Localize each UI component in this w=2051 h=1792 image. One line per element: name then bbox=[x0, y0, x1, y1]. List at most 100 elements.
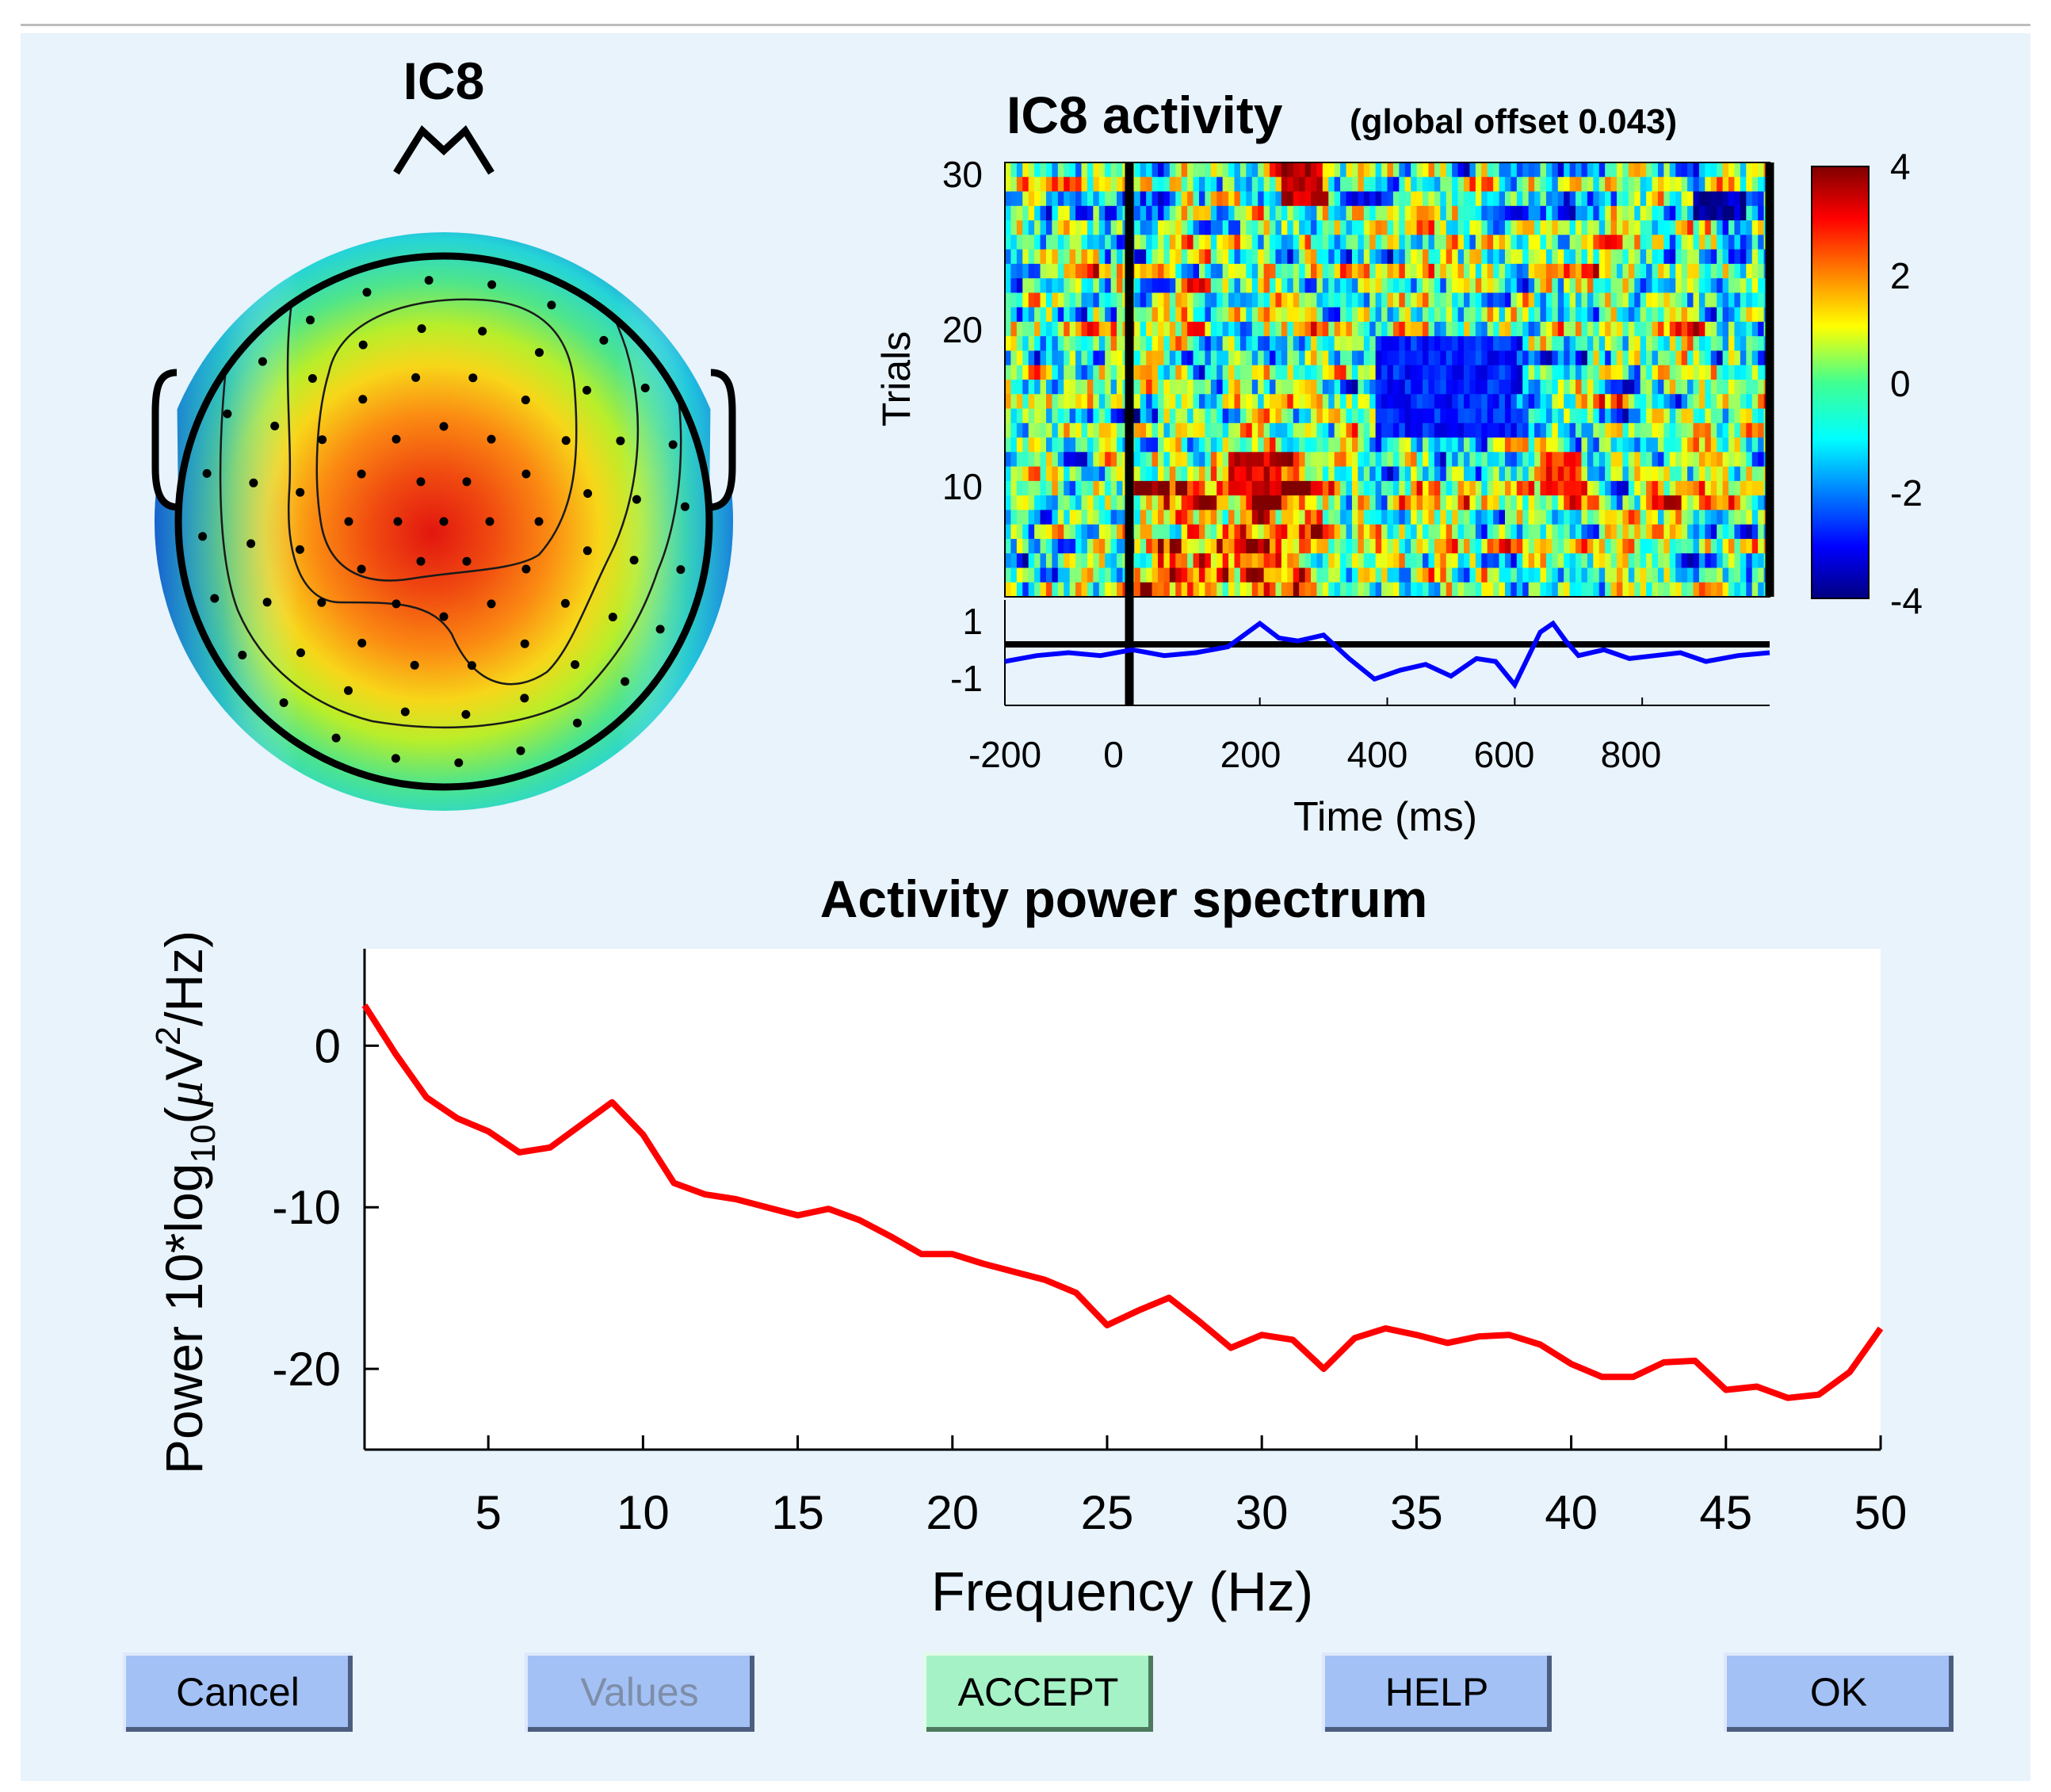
heatmap-cell bbox=[1351, 205, 1358, 221]
heatmap-cell bbox=[1322, 553, 1329, 569]
heatmap-cell bbox=[1016, 235, 1023, 250]
electrode-dot bbox=[393, 517, 403, 526]
heatmap-cell bbox=[1028, 249, 1035, 265]
heatmap-cell bbox=[1205, 278, 1212, 293]
heatmap-cell bbox=[1163, 422, 1171, 438]
heatmap-cell bbox=[1740, 480, 1747, 496]
heatmap-cell bbox=[1328, 263, 1335, 279]
heatmap-cell bbox=[1392, 249, 1400, 265]
heatmap-cell bbox=[1228, 437, 1236, 453]
heatmap-cell bbox=[1381, 249, 1388, 265]
heatmap-cell bbox=[1434, 278, 1441, 293]
heatmap-cell bbox=[1540, 422, 1547, 438]
heatmap-cell bbox=[1169, 191, 1176, 207]
heatmap-cell bbox=[1040, 567, 1047, 583]
heatmap-cell bbox=[1634, 408, 1641, 424]
heatmap-cell bbox=[1758, 350, 1765, 366]
heatmap-cell bbox=[1087, 205, 1094, 221]
heatmap-cell bbox=[1087, 177, 1094, 193]
heatmap-cell bbox=[1640, 394, 1647, 410]
heatmap-cell bbox=[1404, 278, 1411, 293]
help-button[interactable]: HELP bbox=[1322, 1653, 1552, 1732]
heatmap-cell bbox=[1717, 480, 1724, 496]
heatmap-cell bbox=[1540, 235, 1547, 250]
heatmap-cell bbox=[1163, 321, 1171, 337]
heatmap-cell bbox=[1293, 582, 1300, 598]
heatmap-cell bbox=[1117, 307, 1124, 323]
heatmap-cell bbox=[1210, 220, 1217, 235]
heatmap-cell bbox=[1746, 336, 1753, 352]
heatmap-cell bbox=[1511, 235, 1518, 250]
heatmap-cell bbox=[1657, 553, 1664, 569]
heatmap-cell bbox=[1504, 452, 1511, 468]
heatmap-cell bbox=[1222, 235, 1229, 250]
heatmap-cell bbox=[1581, 380, 1588, 395]
heatmap-cell bbox=[1734, 510, 1741, 525]
heatmap-cell bbox=[1399, 567, 1406, 583]
heatmap-cell bbox=[1334, 365, 1341, 380]
heatmap-cell bbox=[1134, 466, 1141, 482]
heatmap-cell bbox=[1722, 307, 1729, 323]
heatmap-cell bbox=[1722, 553, 1729, 569]
heatmap-cell bbox=[1464, 510, 1471, 525]
heatmap-cell bbox=[1087, 495, 1094, 510]
heatmap-cell bbox=[1617, 220, 1624, 235]
heatmap-cell bbox=[1205, 394, 1212, 410]
power-spectrum-line bbox=[361, 1003, 1884, 1401]
heatmap-cell bbox=[1369, 495, 1377, 510]
ok-button[interactable]: OK bbox=[1724, 1653, 1954, 1732]
cancel-button[interactable]: Cancel bbox=[123, 1653, 353, 1732]
heatmap-cell bbox=[1064, 249, 1071, 265]
values-button[interactable]: Values bbox=[525, 1653, 754, 1732]
heatmap-cell bbox=[1304, 220, 1312, 235]
heatmap-cell bbox=[1423, 394, 1430, 410]
heatmap-cell bbox=[1511, 437, 1518, 453]
heatmap-cell bbox=[1617, 466, 1624, 482]
heatmap-cell bbox=[1340, 408, 1347, 424]
heatmap-cell bbox=[1234, 321, 1241, 337]
heatmap-cell bbox=[1251, 582, 1258, 598]
heatmap-cell bbox=[1605, 380, 1612, 395]
heatmap-cell bbox=[1564, 263, 1571, 279]
heatmap-cell bbox=[1628, 466, 1635, 482]
heatmap-cell bbox=[1434, 538, 1441, 554]
heatmap-cell bbox=[1005, 524, 1012, 540]
heatmap-cell bbox=[1457, 235, 1465, 250]
accept-button[interactable]: ACCEPT bbox=[923, 1653, 1153, 1732]
heatmap-cell bbox=[1593, 538, 1600, 554]
heatmap-cell bbox=[1028, 205, 1035, 221]
heatmap-cell bbox=[1569, 220, 1576, 235]
heatmap-cell bbox=[1087, 220, 1094, 235]
heatmap-cell bbox=[1628, 380, 1635, 395]
heatmap-cell bbox=[1687, 365, 1694, 380]
heatmap-cell bbox=[1369, 205, 1377, 221]
heatmap-cell bbox=[1710, 567, 1717, 583]
heatmap-cell bbox=[1652, 452, 1659, 468]
heatmap-cell bbox=[1657, 263, 1664, 279]
heatmap-cell bbox=[1358, 205, 1365, 221]
heatmap-cell bbox=[1657, 408, 1664, 424]
heatmap-cell bbox=[1610, 162, 1618, 178]
heatmap-cell bbox=[1293, 524, 1300, 540]
heatmap-cell bbox=[1263, 307, 1270, 323]
heatmap-cell bbox=[1181, 336, 1188, 352]
heatmap-cell bbox=[1057, 437, 1064, 453]
heatmap-cell bbox=[1110, 422, 1117, 438]
heatmap-cell bbox=[1375, 235, 1382, 250]
heatmap-cell bbox=[1246, 350, 1253, 366]
heatmap-cell bbox=[1040, 336, 1047, 352]
heatmap-cell bbox=[1622, 510, 1629, 525]
heatmap-cell bbox=[1022, 567, 1029, 583]
heatmap-cell bbox=[1740, 380, 1747, 395]
heatmap-cell bbox=[1140, 205, 1147, 221]
heatmap-cell bbox=[1440, 336, 1447, 352]
heatmap-cell bbox=[1698, 205, 1705, 221]
heatmap-cell bbox=[1075, 220, 1083, 235]
heatmap-cell bbox=[1705, 220, 1712, 235]
heatmap-cell bbox=[1687, 510, 1694, 525]
heatmap-cell bbox=[1634, 510, 1641, 525]
heatmap-cell bbox=[1010, 191, 1018, 207]
heatmap-cell bbox=[1205, 466, 1212, 482]
heatmap-cell bbox=[1557, 235, 1564, 250]
heatmap-cell bbox=[1593, 394, 1600, 410]
